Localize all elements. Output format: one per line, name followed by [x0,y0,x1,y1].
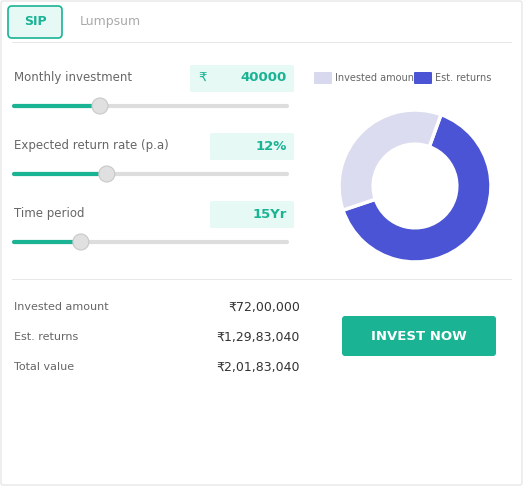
Text: Lumpsum: Lumpsum [80,16,141,29]
Text: ₹1,29,83,040: ₹1,29,83,040 [217,330,300,344]
FancyBboxPatch shape [210,201,294,228]
Text: Monthly investment: Monthly investment [14,71,132,85]
Text: Est. returns: Est. returns [14,332,78,342]
FancyBboxPatch shape [190,65,294,92]
Text: ₹: ₹ [198,71,207,85]
Text: 15Yr: 15Yr [253,208,287,221]
Wedge shape [343,115,491,262]
Circle shape [92,98,108,114]
Text: Invested amount: Invested amount [335,73,418,83]
Text: Est. returns: Est. returns [435,73,492,83]
FancyBboxPatch shape [314,72,332,84]
Wedge shape [339,110,441,210]
Text: Time period: Time period [14,208,85,221]
Text: INVEST NOW: INVEST NOW [371,330,467,343]
Text: Invested amount: Invested amount [14,302,109,312]
FancyBboxPatch shape [8,6,62,38]
FancyBboxPatch shape [342,316,496,356]
Text: 12%: 12% [256,139,287,153]
Circle shape [73,234,89,250]
Text: ₹2,01,83,040: ₹2,01,83,040 [217,361,300,374]
Text: Expected return rate (p.a): Expected return rate (p.a) [14,139,169,153]
FancyBboxPatch shape [210,133,294,160]
Text: Total value: Total value [14,362,74,372]
Text: ₹72,00,000: ₹72,00,000 [228,300,300,313]
FancyBboxPatch shape [414,72,432,84]
Text: 40000: 40000 [241,71,287,85]
Circle shape [99,166,115,182]
Text: SIP: SIP [24,16,47,29]
